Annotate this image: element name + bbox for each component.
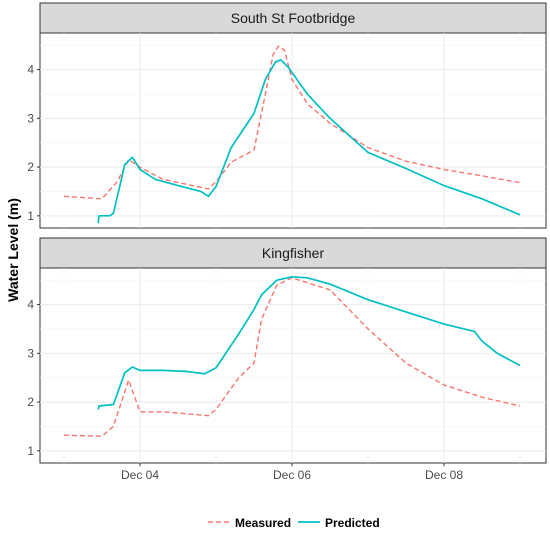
y-tick-label: 4 [27,298,34,312]
series-line-measured [63,277,521,437]
panel-1-plot-area [39,32,547,229]
x-tick-label: Dec 04 [121,468,159,482]
panel-kingfisher: Kingfisher 1 2 3 4 [27,237,547,464]
y-tick-label: 2 [27,160,34,174]
series-line-predicted [97,275,521,410]
panel-1-strip [39,2,547,34]
y-tick-label: 3 [27,346,34,360]
x-tick-label: Dec 06 [273,468,311,482]
x-tick-label: Dec 08 [425,468,463,482]
series-line-measured [63,45,521,200]
panel-2-title: Kingfisher [262,245,325,261]
panel-1-title: South St Footbridge [231,10,356,26]
panel-south-st-footbridge: South St Footbridge 1 2 3 4 [27,2,547,229]
y-tick-label: 1 [27,444,34,458]
panel-2-plot-area [39,267,547,464]
y-tick-label: 4 [27,63,34,77]
y-tick-label: 2 [27,395,34,409]
y-tick-label: 1 [27,209,34,223]
legend-measured-label: Measured [235,516,291,530]
legend-predicted-label: Predicted [325,516,380,530]
series-line-predicted [97,58,521,224]
y-axis-label: Water Level (m) [5,198,21,302]
y-tick-label: 3 [27,111,34,125]
legend: Measured Predicted [208,516,380,530]
